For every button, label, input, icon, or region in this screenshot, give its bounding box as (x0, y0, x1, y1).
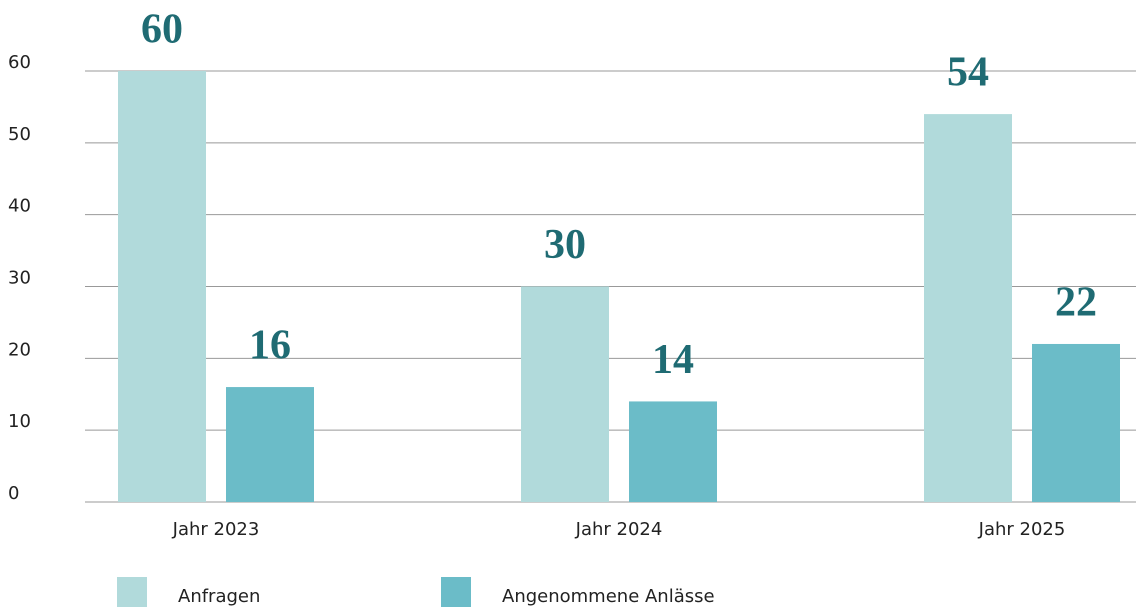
data-label: 60 (141, 7, 183, 53)
data-label: 54 (947, 50, 989, 96)
y-tick-label: 20 (8, 339, 31, 360)
x-tick-label: Jahr 2023 (172, 519, 260, 540)
y-tick-label: 0 (8, 483, 19, 504)
data-label: 16 (249, 323, 291, 369)
bar (1032, 343, 1120, 502)
legend-label: Angenommene Anlässe (502, 586, 715, 607)
x-tick-label: Jahr 2024 (575, 519, 663, 540)
legend-swatch (441, 577, 471, 607)
legend-swatch (117, 577, 147, 607)
x-tick-label: Jahr 2025 (978, 519, 1066, 540)
y-tick-label: 50 (8, 124, 31, 145)
bar (521, 286, 609, 502)
bar (226, 387, 314, 502)
data-label: 30 (544, 222, 586, 268)
bar (924, 114, 1012, 502)
y-tick-label: 60 (8, 52, 31, 73)
data-label: 22 (1055, 280, 1097, 326)
y-tick-label: 10 (8, 411, 31, 432)
bar (118, 71, 206, 502)
y-tick-label: 40 (8, 196, 31, 217)
legend-label: Anfragen (178, 586, 260, 607)
bar (629, 401, 717, 502)
y-tick-label: 30 (8, 268, 31, 289)
data-label: 14 (652, 337, 694, 383)
